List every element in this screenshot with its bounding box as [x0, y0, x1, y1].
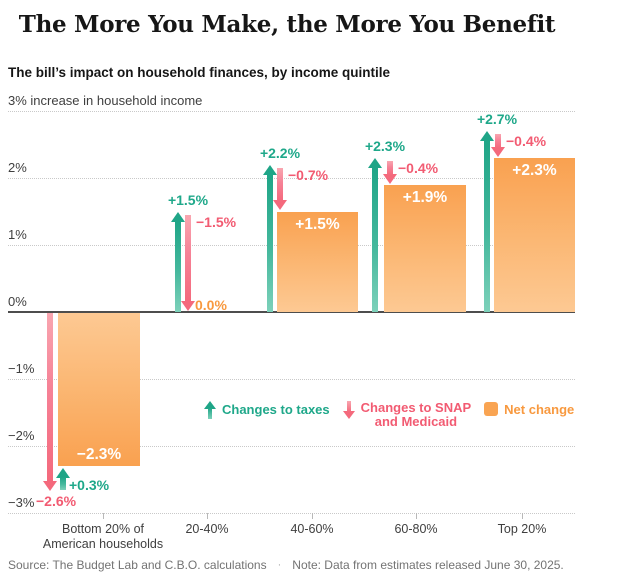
bar-net-change: [384, 184, 466, 312]
tax-arrow: [480, 131, 494, 312]
tax-arrow: [56, 468, 70, 491]
arrowhead-down: [383, 173, 397, 184]
arrowhead-up: [263, 164, 277, 175]
tax-arrow-label: +2.2%: [259, 144, 301, 161]
tax-arrow: [368, 157, 382, 312]
arrow-shaft: [267, 173, 273, 312]
snap-arrow-label: −0.4%: [398, 159, 439, 176]
arrow-shaft: [387, 160, 393, 175]
snap-arrow-label: −0.4%: [506, 133, 547, 150]
y-axis-top-label: 3% increase in household income: [8, 93, 203, 108]
arrowhead-up: [480, 131, 494, 142]
tax-arrow: [263, 164, 277, 312]
legend-item-snap: Changes to SNAP and Medicaid: [342, 401, 472, 429]
legend-taxes-label: Changes to taxes: [222, 402, 330, 417]
x-category-label: 20-40%: [185, 522, 229, 536]
y-tick-label: 2%: [8, 160, 27, 175]
arrowhead-up: [171, 211, 185, 222]
bar-net-change: [494, 157, 575, 312]
y-tick-label: −3%: [8, 495, 35, 510]
gridline-3: [8, 111, 575, 112]
tax-arrow-label: +0.3%: [69, 477, 110, 493]
arrow-shaft: [484, 140, 490, 312]
x-category-label: Bottom 20% of American households: [42, 522, 164, 551]
net-change-bar-label: −2.3%: [76, 446, 122, 464]
arrow-shaft: [277, 167, 283, 202]
snap-arrow-label: −0.7%: [288, 166, 329, 183]
gridline--3: [8, 513, 575, 514]
snap-arrow: [491, 134, 505, 157]
legend-net-label: Net change: [504, 402, 575, 417]
arrowhead-down: [43, 481, 57, 492]
legend-snap-line1: Changes to SNAP: [360, 400, 472, 415]
source-separator: ·: [277, 559, 282, 571]
snap-arrow: [273, 167, 287, 211]
snap-arrow: [181, 214, 195, 311]
snap-arrow-label: −2.6%: [36, 493, 77, 509]
gridline--1: [8, 379, 575, 380]
arrow-shaft: [372, 166, 378, 312]
snap-arrow: [43, 313, 57, 492]
arrowhead-down: [491, 146, 505, 157]
zero-axis-line: [8, 311, 575, 313]
y-tick-label: −2%: [8, 428, 35, 443]
chart-title: The More You Make, the More You Benefit: [18, 11, 556, 38]
legend-snap-label: Changes to SNAP and Medicaid: [361, 401, 472, 429]
chart-subtitle: The bill’s impact on household finances,…: [8, 65, 391, 80]
gridline--2: [8, 446, 575, 447]
arrowhead-down: [181, 301, 195, 311]
y-tick-label: −1%: [8, 361, 35, 376]
arrowhead-down: [273, 200, 287, 211]
x-category-label: 40-60%: [290, 522, 334, 536]
arrowhead-up: [368, 157, 382, 168]
x-tick-mark: [103, 513, 104, 519]
x-category-label: Top 20%: [497, 522, 547, 536]
y-tick-label: 1%: [8, 227, 27, 242]
tax-arrow-label: +2.7%: [476, 111, 518, 128]
net-change-zero-label: 0.0%: [195, 297, 227, 313]
net-change-bar-label: +2.3%: [512, 161, 557, 179]
bar-net-change: [58, 313, 140, 467]
legend-item-taxes: Changes to taxes: [204, 401, 330, 419]
net-change-bar-label: +1.5%: [295, 215, 340, 233]
legend-snap-line2: and Medicaid: [374, 414, 458, 429]
arrow-shaft: [185, 214, 191, 302]
arrow-shaft: [47, 313, 53, 483]
legend: Changes to taxes Changes to SNAP and Med…: [204, 401, 574, 429]
y-tick-label: 0%: [8, 294, 27, 309]
arrow-shaft: [60, 477, 66, 491]
x-tick-mark: [312, 513, 313, 519]
gridline-2: [8, 178, 575, 179]
tax-arrow: [171, 211, 185, 312]
x-tick-mark: [207, 513, 208, 519]
x-category-label: 60-80%: [394, 522, 438, 536]
legend-item-net: Net change: [484, 401, 574, 417]
snap-arrow-label: −1.5%: [196, 213, 237, 230]
tax-arrow-label: +1.5%: [167, 191, 209, 208]
down-arrow-icon: [342, 401, 355, 419]
snap-arrow: [383, 160, 397, 184]
x-tick-mark: [522, 513, 523, 519]
arrow-shaft: [495, 134, 501, 148]
bar-net-change: [277, 211, 358, 312]
up-arrow-icon: [204, 401, 216, 419]
note-text: Note: Data from estimates released June …: [292, 558, 564, 572]
arrowhead-up: [56, 468, 70, 479]
source-text: Source: The Budget Lab and C.B.O. calcul…: [8, 558, 267, 572]
arrow-shaft: [175, 220, 181, 312]
x-tick-mark: [416, 513, 417, 519]
net-change-bar-label: +1.9%: [402, 188, 448, 206]
tax-arrow-label: +2.3%: [364, 137, 406, 154]
source-row: Source: The Budget Lab and C.B.O. calcul…: [8, 558, 564, 572]
net-change-swatch-icon: [484, 402, 499, 416]
